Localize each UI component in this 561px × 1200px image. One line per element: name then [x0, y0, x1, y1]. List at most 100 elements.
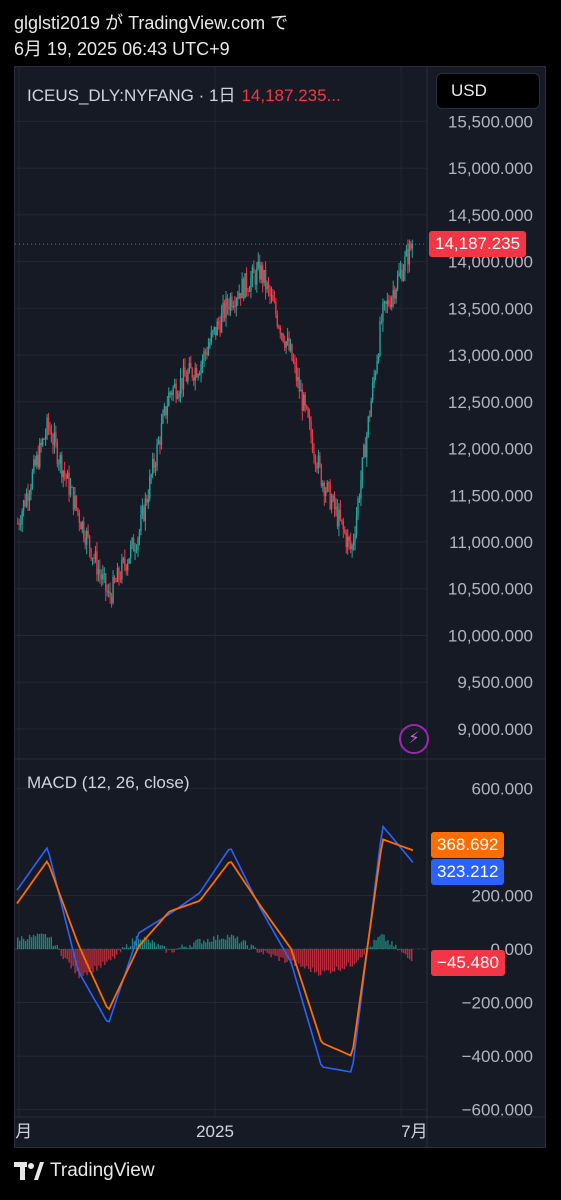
histogram-bar: [187, 947, 189, 950]
histogram-bar: [256, 949, 258, 953]
candle-body: [125, 565, 127, 571]
candle-body: [159, 440, 161, 445]
candle-body: [289, 344, 292, 351]
histogram-bar: [216, 934, 219, 950]
candle-body: [106, 591, 108, 593]
histogram-bar: [52, 945, 55, 950]
histogram-bar: [270, 949, 272, 958]
candle-body: [61, 455, 63, 478]
tradingview-logo-icon: [14, 1162, 44, 1180]
candle-body: [124, 558, 126, 566]
candle-body: [102, 574, 104, 580]
candle-body: [122, 558, 125, 560]
histogram-bar: [335, 949, 338, 967]
candle-body: [379, 321, 381, 356]
histogram-bar: [189, 944, 191, 950]
candle-body: [248, 291, 251, 293]
macd-tick-label: −200.000: [462, 994, 533, 1013]
candle-body: [282, 333, 284, 342]
histogram-bar: [317, 949, 320, 976]
candle-body: [336, 506, 339, 527]
candle-body: [242, 278, 245, 299]
candle-body: [314, 456, 317, 466]
chart-frame[interactable]: 7月 2025 7月 9,000.000 9,500.000 10,000.000 10,5…: [14, 66, 546, 1148]
histogram-bar: [68, 949, 70, 963]
candle-body: [109, 591, 111, 597]
candle-body: [319, 455, 321, 465]
candle-body: [344, 529, 346, 533]
candle-body: [116, 568, 119, 582]
macd-tick-label: 600.000: [472, 779, 533, 798]
histogram-bar: [357, 949, 359, 961]
currency-button[interactable]: USD: [436, 73, 540, 109]
histogram-bar: [213, 936, 215, 950]
histogram-bar: [375, 940, 377, 950]
candle-body: [220, 312, 223, 333]
candle-body: [399, 269, 402, 273]
candle-body: [382, 303, 384, 322]
histogram-bar: [224, 939, 227, 950]
histogram-bar: [193, 942, 195, 950]
candle-body: [58, 463, 60, 465]
candle-body: [185, 376, 188, 382]
histogram-bar: [195, 940, 197, 950]
histogram-bar: [308, 949, 310, 969]
histogram-bar: [300, 949, 302, 967]
histogram-bar: [58, 949, 60, 951]
candle-body: [392, 289, 394, 298]
price-tick-label: 14,500.000: [448, 206, 533, 225]
histogram-bar: [339, 949, 342, 972]
histogram-bar: [306, 949, 308, 966]
histogram-bar: [32, 934, 35, 950]
candle-body: [245, 273, 248, 291]
symbol-legend[interactable]: ICEUS_DLY:NYFANG · 1日 14,187.235...: [27, 81, 341, 106]
lightning-icon[interactable]: ⚡: [399, 724, 429, 754]
candle-body: [225, 298, 227, 318]
macd-tick-label: 200.000: [472, 886, 533, 905]
candle-body: [261, 265, 264, 283]
histogram-bar: [50, 936, 53, 950]
candle-body: [373, 376, 375, 383]
candle-body: [404, 256, 406, 272]
histogram-bar: [24, 940, 27, 950]
histogram-bar: [365, 948, 367, 950]
candle-body: [363, 445, 365, 458]
price-tick-label: 9,500.000: [457, 673, 533, 692]
chart-canvas[interactable]: 7月 2025 7月 9,000.000 9,500.000 10,000.000 10,5…: [15, 67, 546, 1148]
histogram-bar: [260, 949, 262, 952]
macd-indicator-title[interactable]: MACD (12, 26, close): [27, 773, 190, 792]
candle-body: [65, 474, 67, 479]
candle-body: [119, 578, 122, 580]
candle-body: [137, 538, 139, 550]
candle-body: [83, 521, 85, 539]
candle-body: [203, 351, 205, 360]
candle-body: [110, 596, 113, 603]
candle-body: [250, 278, 252, 292]
histogram-bar: [254, 947, 256, 950]
price-tick-label: 11,000.000: [449, 533, 533, 552]
histogram-bar: [407, 949, 409, 959]
candle-body: [253, 267, 255, 274]
candle-body: [298, 376, 301, 392]
candle-body: [349, 540, 352, 550]
candle-body: [129, 545, 132, 559]
candle-body: [259, 261, 261, 280]
candle-body: [135, 549, 138, 551]
histogram-bar: [403, 949, 405, 954]
histogram-bar: [264, 949, 266, 951]
candle-body: [273, 300, 276, 303]
histogram-bar: [290, 949, 292, 965]
candle-body: [33, 459, 35, 472]
histogram-bar: [151, 940, 154, 950]
candle-body: [235, 299, 237, 307]
histogram-bar: [183, 946, 185, 950]
macd-line: [16, 824, 414, 1073]
candle-body: [396, 275, 399, 290]
candle-body: [18, 523, 20, 525]
histogram-bar: [30, 937, 33, 950]
histogram-bar: [361, 949, 363, 958]
candle-body: [179, 378, 182, 394]
candle-body: [37, 455, 39, 468]
macd-tick-label: −400.000: [462, 1047, 533, 1066]
candle-body: [141, 506, 144, 515]
